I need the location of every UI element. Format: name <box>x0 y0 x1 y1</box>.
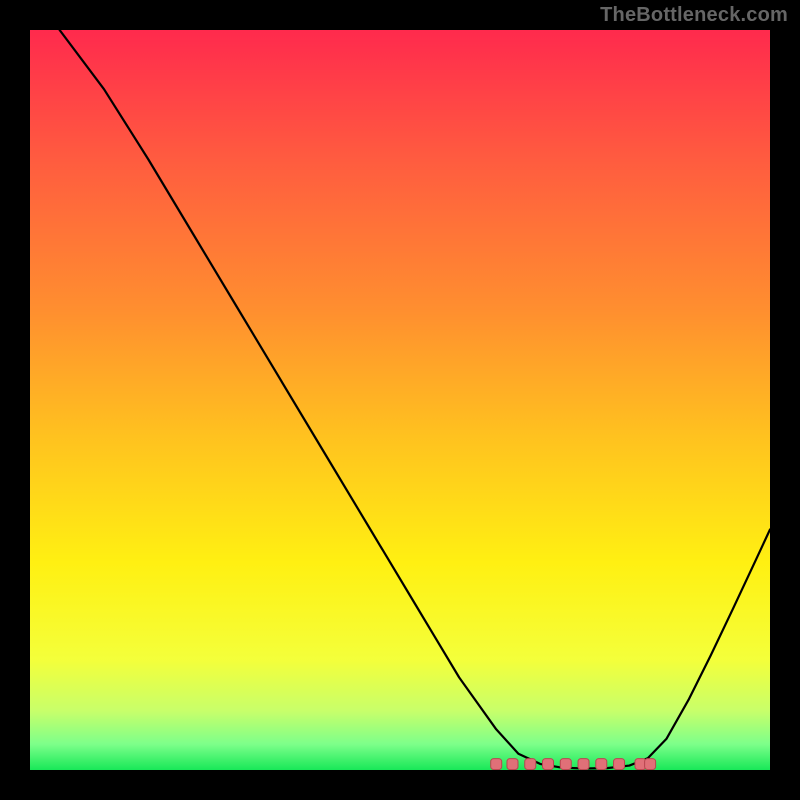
plot-area <box>30 30 770 770</box>
bottom-marker <box>578 759 589 770</box>
bottom-marker <box>614 759 625 770</box>
bottom-marker <box>645 759 656 770</box>
chart-svg <box>30 30 770 770</box>
bottom-marker <box>507 759 518 770</box>
chart-root: { "watermark": { "text": "TheBottleneck.… <box>0 0 800 800</box>
gradient-background <box>30 30 770 770</box>
bottom-marker <box>525 759 536 770</box>
bottom-marker <box>560 759 571 770</box>
bottom-marker <box>491 759 502 770</box>
bottom-marker <box>596 759 607 770</box>
bottom-marker <box>543 759 554 770</box>
watermark-text: TheBottleneck.com <box>600 4 788 27</box>
